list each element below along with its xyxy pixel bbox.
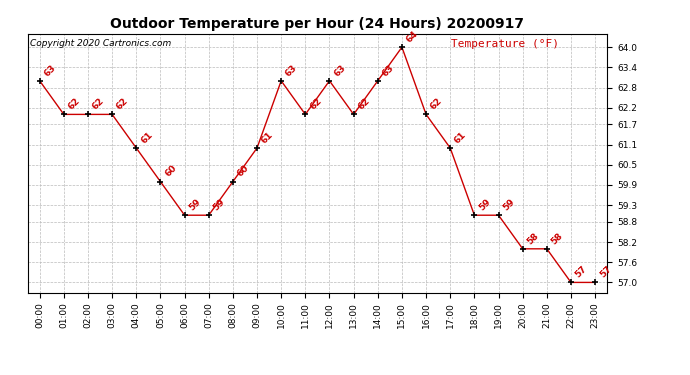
Text: 62: 62 xyxy=(91,96,106,112)
Text: 62: 62 xyxy=(67,96,82,112)
Text: 62: 62 xyxy=(308,96,324,112)
Title: Outdoor Temperature per Hour (24 Hours) 20200917: Outdoor Temperature per Hour (24 Hours) … xyxy=(110,17,524,31)
Text: 59: 59 xyxy=(188,197,203,212)
Text: 63: 63 xyxy=(284,63,299,78)
Text: 62: 62 xyxy=(357,96,372,112)
Text: 61: 61 xyxy=(453,130,469,145)
Text: 63: 63 xyxy=(333,63,348,78)
Text: 58: 58 xyxy=(550,231,565,246)
Text: 62: 62 xyxy=(429,96,444,112)
Text: 61: 61 xyxy=(139,130,155,145)
Text: 57: 57 xyxy=(598,264,613,280)
Text: Copyright 2020 Cartronics.com: Copyright 2020 Cartronics.com xyxy=(30,39,172,48)
Text: 58: 58 xyxy=(526,231,541,246)
Text: 61: 61 xyxy=(260,130,275,145)
Text: 63: 63 xyxy=(381,63,396,78)
Text: 60: 60 xyxy=(164,164,178,179)
Text: 57: 57 xyxy=(574,264,589,280)
Text: 59: 59 xyxy=(477,197,493,212)
Text: 59: 59 xyxy=(502,197,517,212)
Text: 60: 60 xyxy=(236,164,250,179)
Text: Temperature (°F): Temperature (°F) xyxy=(451,39,559,49)
Text: 64: 64 xyxy=(405,29,420,44)
Text: 62: 62 xyxy=(115,96,130,112)
Text: 63: 63 xyxy=(43,63,58,78)
Text: 59: 59 xyxy=(212,197,227,212)
